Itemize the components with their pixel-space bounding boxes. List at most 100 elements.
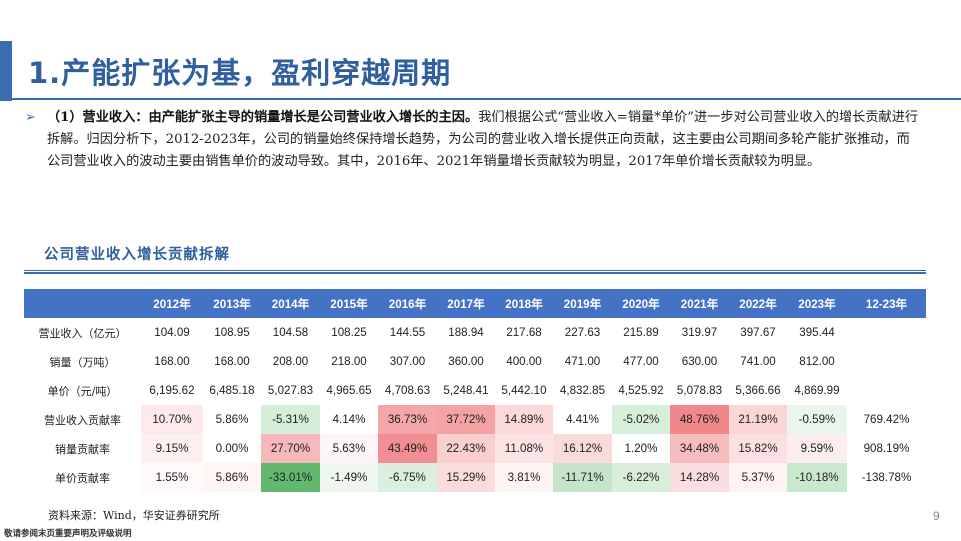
table-cell: 5,248.41 [443,384,489,397]
table-cell: 630.00 [681,355,718,368]
table-cell [847,347,926,376]
header-cell: 2016年 [378,289,437,318]
table-cell: 108.95 [214,326,250,339]
table-cell [847,376,926,405]
table-cell: 104.09 [154,326,190,339]
table-cell: 218.00 [331,355,367,368]
table-cell: 812.00 [799,355,835,368]
table-cell: 3.81% [495,463,553,492]
table-row: 单价（元/吨） 6,195.62 6,485.18 5,027.83 4,965.65 4… [24,376,926,405]
table-row: 营业收入贡献率 10.70% 5.86% -5.31% 4.14% 36.73% 37.72… [24,405,926,434]
table-cell: 168.00 [214,355,250,368]
summary-paragraph: ➢ （1）营业收入：由产能扩张主导的销量增长是公司营业收入增长的主因。我们根据公… [25,107,919,173]
table-cell: -6.22% [612,463,670,492]
table-cell: 188.94 [448,326,484,339]
table-cell: 769.42% [863,413,910,426]
table-cell: 217.68 [506,326,542,339]
table-row: 销量（万吨） 168.00 168.00 208.00 218.00 307.00 360.… [24,347,926,376]
table-cell: 108.25 [331,326,367,339]
table-cell: -5.02% [612,405,670,434]
table-cell: 48.76% [670,405,729,434]
table-cell: -33.01% [261,463,320,492]
row-label: 销量贡献率 [55,442,110,456]
summary-body: 我们根据公式“营业收入=销量*单价”进一步对公司营业收入的增长贡献进行拆解。归因… [47,110,919,169]
table-cell: 4.14% [320,405,378,434]
table-cell: 208.00 [272,355,309,368]
header-cell: 2018年 [495,289,553,318]
table-cell: 395.44 [799,326,835,339]
table-cell: 10.70% [141,405,203,434]
table-cell: 4,525.92 [618,384,664,397]
table-cell: -1.49% [320,463,378,492]
title-accent-bar [0,41,12,101]
table-cell: 5,078.83 [676,384,723,397]
table-cell: -0.59% [787,405,847,434]
table-cell: 477.00 [623,355,659,368]
table-cell: 4,708.63 [384,384,431,397]
header-cell: 2015年 [320,289,378,318]
table-title-divider-thick [24,272,926,274]
table-cell: 4,832.85 [559,384,606,397]
page-number: 9 [933,509,940,523]
table-cell: 11.08% [495,434,553,463]
table-cell: 37.72% [437,405,495,434]
table-cell: 34.48% [670,434,729,463]
table-cell: 27.70% [261,434,320,463]
table-cell: 144.55 [389,326,426,339]
table-cell: 360.00 [448,355,484,368]
table-cell: 15.29% [437,463,495,492]
header-cell: 2014年 [261,289,320,318]
table-cell: 168.00 [154,355,190,368]
table-cell: 5.63% [320,434,378,463]
row-label: 营业收入贡献率 [44,413,121,427]
table-cell: 6,485.18 [209,384,255,397]
table-cell: 5.86% [203,463,261,492]
header-cell: 2013年 [203,289,261,318]
table-cell: 15.82% [729,434,787,463]
table-cell: -138.78% [861,471,912,484]
table-header-row: 2012年 2013年 2014年 2015年 2016年 2017年 2018… [24,289,926,318]
table-cell: 471.00 [564,355,601,368]
table-cell: 4.41% [553,405,612,434]
table-cell: 1.55% [141,463,203,492]
table-cell: 16.12% [553,434,612,463]
table-cell: -5.31% [261,405,320,434]
table-cell: 14.28% [670,463,729,492]
table-cell: 400.00 [506,355,542,368]
table-cell: 319.97 [681,326,718,339]
revenue-contribution-table: 2012年 2013年 2014年 2015年 2016年 2017年 2018… [24,289,926,492]
table-cell: 43.49% [378,434,437,463]
table-cell: 14.89% [495,405,553,434]
table-title: 公司营业收入增长贡献拆解 [44,247,230,263]
table-cell: 9.15% [141,434,203,463]
table-cell: 4,965.65 [326,384,372,397]
table-cell: -11.71% [553,463,612,492]
row-label: 销量（万吨） [49,355,116,369]
table-cell: 1.20% [612,434,670,463]
table-cell: 5,366.66 [735,384,781,397]
table-cell: 5,442.10 [501,384,547,397]
triangle-right-icon: ➢ [25,110,36,125]
table-cell: 4,869.99 [794,384,840,397]
table-row: 单价贡献率 1.55% 5.86% -33.01% -1.49% -6.75% 15.29%… [24,463,926,492]
table-cell: 22.43% [437,434,495,463]
table-cell: 5.86% [203,405,261,434]
table-cell: 5.37% [729,463,787,492]
row-label: 单价贡献率 [55,471,110,485]
row-label: 营业收入（亿元） [38,326,127,340]
table-cell: 5,027.83 [267,384,314,397]
table-cell: -10.18% [787,463,847,492]
title-divider [0,98,961,100]
table-cell [847,318,926,347]
header-cell: 2017年 [437,289,495,318]
header-cell: 2019年 [553,289,612,318]
summary-lead: （1）营业收入：由产能扩张主导的销量增长是公司营业收入增长的主因。 [47,110,479,125]
row-label: 单价（元/吨） [47,384,118,398]
page-title: 1.产能扩张为基，盈利穿越周期 [28,56,452,90]
table-row: 销量贡献率 9.15% 0.00% 27.70% 5.63% 43.49% 22.43% 11… [24,434,926,463]
header-cell: 2012年 [141,289,203,318]
source-note: 资料来源：Wind，华安证券研究所 [48,509,220,522]
table-cell: -6.75% [378,463,437,492]
header-cell: 2020年 [612,289,670,318]
table-cell: 908.19% [863,442,910,455]
